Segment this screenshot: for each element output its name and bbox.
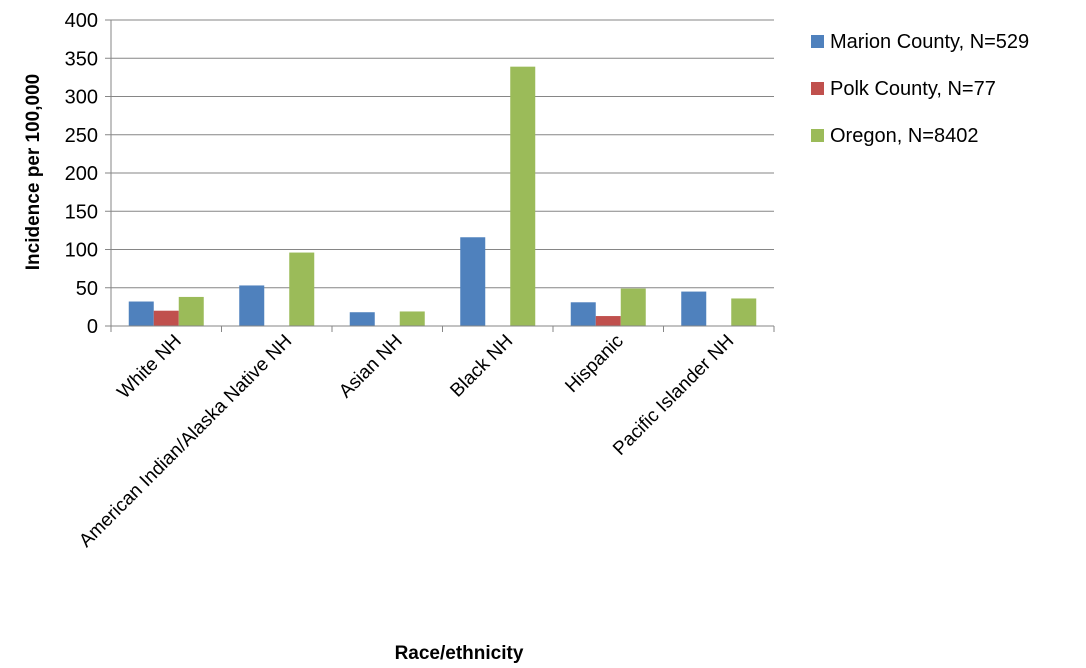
legend-label: Polk County, N=77 bbox=[830, 78, 996, 100]
x-tick-label: Pacific Islander NH bbox=[609, 331, 738, 460]
bar bbox=[510, 66, 536, 326]
legend-swatch bbox=[811, 129, 824, 142]
legend-label: Marion County, N=529 bbox=[830, 31, 1029, 53]
x-tick-label: Asian NH bbox=[335, 331, 407, 403]
bar bbox=[289, 252, 315, 326]
x-tick-label: White NH bbox=[113, 331, 185, 403]
y-tick-label: 250 bbox=[65, 125, 98, 147]
legend: Marion County, N=529 Polk County, N=77 Ore… bbox=[811, 31, 1029, 147]
bar bbox=[620, 288, 646, 326]
bar bbox=[570, 302, 596, 326]
bar bbox=[128, 301, 154, 326]
y-tick-label: 200 bbox=[65, 163, 98, 185]
y-axis-title: Incidence per 100,000 bbox=[23, 74, 44, 270]
bar bbox=[595, 316, 621, 326]
bar bbox=[681, 291, 707, 326]
x-tick-label: Black NH bbox=[446, 331, 517, 402]
bar bbox=[239, 285, 265, 326]
bar bbox=[399, 311, 425, 326]
bar bbox=[349, 312, 375, 326]
bar bbox=[178, 296, 204, 326]
y-tick-label: 350 bbox=[65, 48, 98, 70]
bar bbox=[153, 310, 179, 326]
x-axis-title: Race/ethnicity bbox=[395, 643, 524, 664]
y-tick-label: 400 bbox=[65, 10, 98, 32]
legend-swatch bbox=[811, 82, 824, 95]
legend-label: Oregon, N=8402 bbox=[830, 125, 978, 147]
bar bbox=[731, 298, 757, 326]
x-tick-label: Hispanic bbox=[561, 331, 627, 397]
axes bbox=[105, 19, 775, 332]
bar bbox=[460, 237, 486, 326]
x-tick-label: American Indian/Alaska Native NH bbox=[75, 331, 296, 552]
gridlines bbox=[111, 19, 774, 289]
y-tick-label: 300 bbox=[65, 87, 98, 109]
legend-swatch bbox=[811, 35, 824, 48]
y-tick-label: 50 bbox=[76, 278, 98, 300]
y-tick-label: 150 bbox=[65, 201, 98, 223]
bars bbox=[128, 66, 757, 326]
y-tick-labels: 0 50 100 150 200 250 300 350 400 bbox=[65, 10, 98, 338]
y-tick-label: 0 bbox=[87, 316, 98, 338]
y-tick-label: 100 bbox=[65, 240, 98, 262]
